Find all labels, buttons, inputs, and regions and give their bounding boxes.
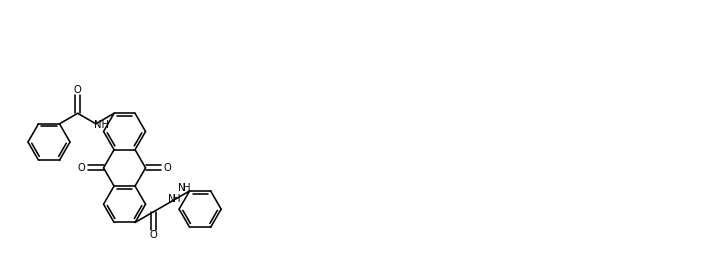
Text: O: O xyxy=(74,86,82,95)
Text: NH: NH xyxy=(94,120,109,130)
Text: O: O xyxy=(164,163,171,173)
Text: O: O xyxy=(78,163,86,173)
Text: N: N xyxy=(168,194,175,204)
Text: H: H xyxy=(183,183,190,193)
Text: N: N xyxy=(178,183,185,193)
Text: H: H xyxy=(173,194,180,204)
Text: O: O xyxy=(149,230,157,240)
